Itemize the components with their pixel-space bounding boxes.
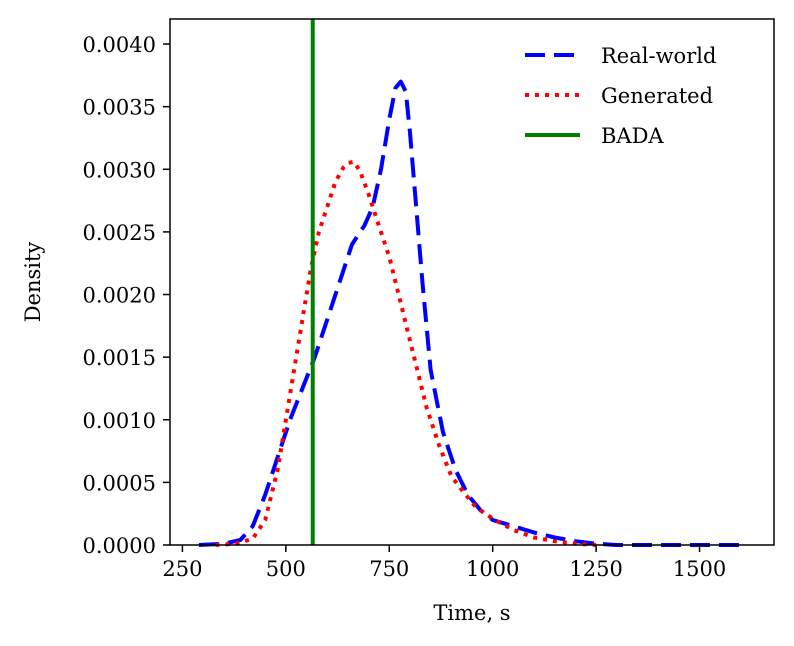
y-axis-ticks: 0.0000 0.0005 0.0010 0.0015 0.0020 0.0025 0.00… [83,33,170,558]
series-generated-line [215,159,597,547]
legend-item: BADA [525,124,664,148]
y-tick-label: 0.0005 [83,471,156,495]
legend-label: BADA [601,124,664,148]
plot-frame [169,18,775,546]
y-tick-label: 0.0020 [83,284,156,308]
y-axis-label: Density [21,242,45,323]
x-tick-label: 250 [162,557,202,581]
x-axis-ticks: 250 500 750 1000 1250 1500 [162,545,726,581]
y-tick-label: 0.0010 [83,409,156,433]
y-tick-label: 0.0030 [83,158,156,182]
legend-label: Generated [601,84,713,108]
legend-item: Generated [525,84,713,108]
y-tick-label: 0.0025 [83,221,156,245]
y-tick-label: 0.0035 [83,96,156,120]
legend-label: Real-world [601,44,716,68]
x-tick-label: 1250 [569,557,622,581]
legend-item: Real-world [525,44,716,68]
x-tick-label: 750 [369,557,409,581]
x-axis-label: Time, s [433,601,510,625]
plot-area [198,19,741,547]
y-tick-label: 0.0000 [83,534,156,558]
series-real-world-line [198,79,741,547]
x-tick-label: 1500 [673,557,726,581]
y-tick-label: 0.0015 [83,346,156,370]
x-tick-label: 500 [266,557,306,581]
x-tick-label: 1000 [466,557,519,581]
y-tick-label: 0.0040 [83,33,156,57]
legend: Real-world Generated BADA [525,44,716,148]
